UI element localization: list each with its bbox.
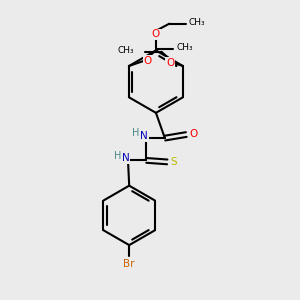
Text: N: N: [140, 131, 148, 141]
Text: H: H: [114, 151, 121, 160]
Text: O: O: [166, 58, 175, 68]
Text: O: O: [144, 56, 152, 66]
Text: CH₃: CH₃: [176, 44, 193, 52]
Text: Br: Br: [123, 259, 135, 269]
Text: O: O: [152, 29, 160, 39]
Text: CH₃: CH₃: [189, 18, 205, 27]
Text: O: O: [189, 129, 197, 139]
Text: CH₃: CH₃: [117, 46, 134, 55]
Text: H: H: [132, 128, 140, 138]
Text: N: N: [122, 153, 130, 163]
Text: S: S: [170, 158, 177, 167]
